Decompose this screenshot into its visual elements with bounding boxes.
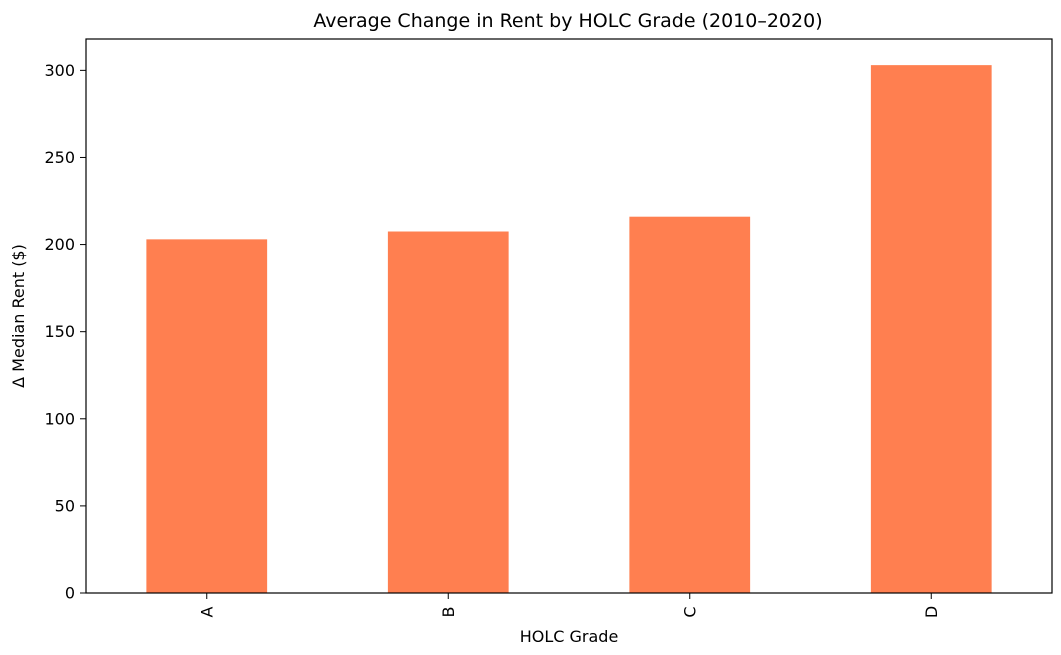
y-tick-label: 50 xyxy=(55,496,75,515)
y-tick-label: 100 xyxy=(44,409,75,428)
y-tick-label: 150 xyxy=(44,322,75,341)
y-tick-label: 0 xyxy=(65,584,75,603)
bar-C xyxy=(629,216,751,593)
plot-frame xyxy=(85,38,1053,594)
y-tick-label: 200 xyxy=(44,235,75,254)
x-tick-label: A xyxy=(197,606,216,617)
y-tick-label: 250 xyxy=(44,148,75,167)
x-axis-ticks: A B C D xyxy=(197,593,941,618)
y-axis-label: Δ Median Rent ($) xyxy=(9,244,28,388)
x-tick-label: B xyxy=(439,607,458,618)
x-axis-label: HOLC Grade xyxy=(520,627,619,646)
y-tick-label: 300 xyxy=(44,61,75,80)
x-tick-label: C xyxy=(680,606,699,617)
bar-D xyxy=(870,65,992,593)
x-tick-label: D xyxy=(922,606,941,618)
bar-A xyxy=(146,239,268,593)
bar-B xyxy=(387,231,509,593)
bars-layer xyxy=(146,65,992,593)
chart-title: Average Change in Rent by HOLC Grade (20… xyxy=(313,10,822,32)
y-axis-ticks: 0 50 100 150 200 250 300 xyxy=(44,61,86,603)
